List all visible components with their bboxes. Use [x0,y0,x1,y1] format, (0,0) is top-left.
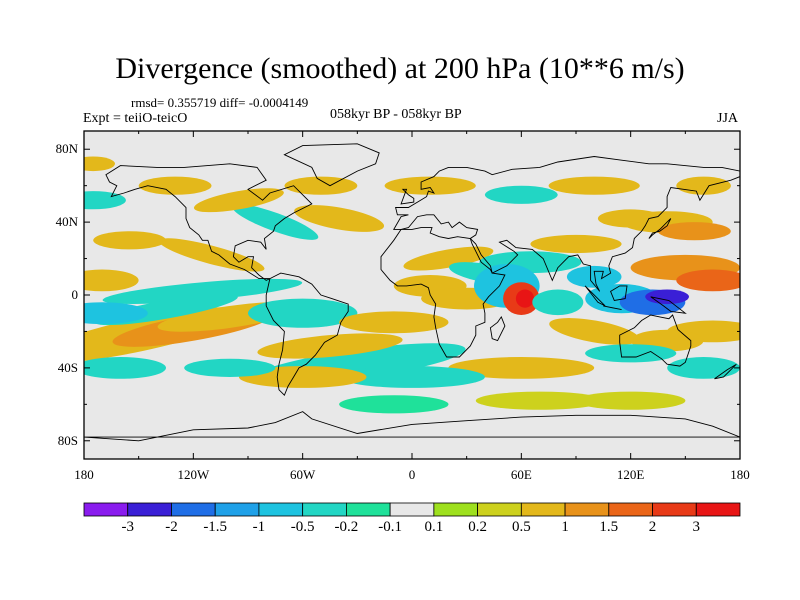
anomaly-region [384,176,476,195]
anomaly-region [585,344,677,363]
coastline [714,363,737,380]
anomaly-region [102,278,303,304]
colorbar-label: 0.5 [511,519,531,535]
anomaly-region [667,357,740,379]
colorbar-label: -3 [121,519,134,535]
anomaly-region [676,269,740,292]
coastline [84,411,740,442]
x-tick-label: 60E [510,467,532,482]
coastline [603,305,622,311]
colorbar-box [345,502,391,517]
colorbar-box [433,502,478,517]
coastline [400,188,415,205]
x-tick-label: 120E [616,467,645,482]
anomaly-region [566,265,622,288]
y-tick-label: 80N [55,141,78,157]
colorbar-box [520,502,566,517]
colorbar-label: 0.2 [468,519,487,535]
coastline [648,218,672,239]
anomaly-region [284,176,358,195]
anomaly-region [93,231,166,250]
colorbar-box [127,502,172,517]
experiment-label: Expt = teiiO-teicO [83,111,188,126]
colorbar-label: 1 [561,519,569,535]
coastline [380,227,506,358]
colorbar-label: -2 [165,519,178,535]
anomaly-region [84,357,166,379]
anomaly-region [138,176,212,195]
anomaly-region [403,246,494,271]
anomaly-region [193,188,284,213]
y-tick-label: 80S [57,432,78,448]
colorbar-label: -0.5 [290,519,315,535]
colorbar-label: -1 [252,519,266,535]
colorbar-label: -0.2 [334,519,359,535]
y-tick-label: 40S [57,359,78,375]
anomaly-region [339,311,449,334]
x-tick-label: 120W [177,467,210,482]
anomaly-region [658,222,731,241]
x-tick-label: 60W [290,467,316,482]
x-tick-label: 180 [730,467,750,482]
colorbar-label: 0.1 [424,519,444,535]
anomaly-region [515,289,535,308]
colorbar-label: 3 [692,519,701,535]
colorbar-box [258,502,304,517]
colorbar-label: 1.5 [599,519,619,535]
season-label: JJA [717,111,739,126]
colorbar-box [652,502,697,517]
anomaly-region [448,357,595,379]
colorbar-label: -1.5 [203,519,228,535]
coastline [105,163,313,281]
colorbar-box [83,502,129,517]
anomaly-region [232,204,319,240]
coastline [650,296,687,314]
coastline [619,314,692,367]
y-tick-label: 0 [71,287,79,302]
colorbar-box [564,502,610,517]
anomaly-region [475,391,604,410]
coastline [489,315,506,342]
coastline [610,285,628,302]
colorbar-label: -0.1 [378,519,402,535]
coastline [584,285,606,307]
colorbar-box [477,502,522,517]
anomaly-region [548,176,640,195]
anomaly-region [184,358,276,377]
colorbar-box [302,502,347,517]
coastline [393,156,740,292]
coastline [265,272,349,396]
anomaly-region [84,269,139,292]
anomaly-region [484,185,558,204]
period-label: 058kyr BP - 058kyr BP [330,107,462,122]
anomaly-region [84,302,148,325]
anomaly-region [84,156,115,172]
colorbar-box [171,502,216,517]
anomaly-region [549,318,640,345]
anomaly-region [84,191,126,210]
coastline [283,143,380,187]
anomaly-region [597,209,664,228]
anomaly-region [576,391,686,410]
x-tick-label: 180 [74,467,94,482]
colorbar-label: 2 [648,519,657,535]
anomaly-region [257,333,403,359]
colorbar-box [608,502,653,517]
colorbar-box [389,502,435,517]
anomaly-region [530,234,622,254]
anomaly-region [248,298,358,328]
anomaly-region [339,366,485,388]
anomaly-region [532,289,584,316]
map-title: Divergence (smoothed) at 200 hPa (10**6 … [115,52,685,85]
colorbar-box [214,502,260,517]
anomaly-region [294,205,385,232]
stats-subtitle: rmsd= 0.355719 diff= -0.0004149 [131,95,309,110]
y-tick-label: 40N [55,214,78,230]
colorbar-box [695,502,741,517]
anomaly-region [339,395,449,414]
x-tick-label: 0 [408,467,416,482]
anomaly-region [676,176,731,195]
anomaly-region [158,238,265,272]
